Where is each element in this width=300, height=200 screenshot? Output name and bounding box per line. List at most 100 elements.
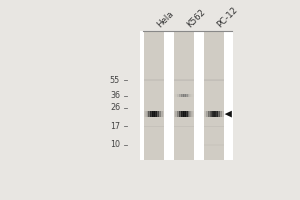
FancyBboxPatch shape [151,111,152,117]
FancyBboxPatch shape [181,111,182,117]
FancyBboxPatch shape [145,111,146,117]
FancyBboxPatch shape [218,111,219,117]
FancyBboxPatch shape [183,111,184,117]
FancyBboxPatch shape [149,111,150,117]
FancyBboxPatch shape [223,111,224,117]
FancyBboxPatch shape [148,111,149,117]
FancyBboxPatch shape [155,111,156,117]
FancyBboxPatch shape [213,111,214,117]
FancyBboxPatch shape [152,111,153,117]
FancyBboxPatch shape [187,111,188,117]
FancyBboxPatch shape [174,32,194,160]
FancyBboxPatch shape [189,111,190,117]
FancyBboxPatch shape [145,111,146,117]
FancyBboxPatch shape [180,94,181,97]
FancyBboxPatch shape [184,94,185,97]
FancyBboxPatch shape [190,94,191,97]
FancyBboxPatch shape [180,111,181,117]
FancyBboxPatch shape [204,144,224,146]
FancyBboxPatch shape [184,94,185,97]
FancyBboxPatch shape [190,111,191,117]
FancyBboxPatch shape [222,111,223,117]
FancyBboxPatch shape [204,126,224,127]
FancyBboxPatch shape [206,111,207,117]
Text: 26: 26 [110,103,120,112]
FancyBboxPatch shape [174,126,194,127]
FancyBboxPatch shape [211,111,212,117]
FancyBboxPatch shape [160,111,161,117]
FancyBboxPatch shape [214,111,215,117]
Text: Hela: Hela [155,9,175,29]
FancyBboxPatch shape [183,94,184,97]
FancyBboxPatch shape [186,111,187,117]
FancyBboxPatch shape [183,111,184,117]
FancyBboxPatch shape [178,94,179,97]
FancyBboxPatch shape [162,111,163,117]
FancyBboxPatch shape [182,94,183,97]
Text: K562: K562 [185,7,207,29]
FancyBboxPatch shape [215,111,216,117]
FancyBboxPatch shape [219,111,220,117]
FancyBboxPatch shape [179,94,180,97]
FancyBboxPatch shape [216,111,217,117]
FancyBboxPatch shape [188,94,189,97]
FancyBboxPatch shape [204,32,224,160]
FancyBboxPatch shape [177,94,178,97]
FancyBboxPatch shape [152,111,153,117]
FancyBboxPatch shape [184,111,185,117]
FancyBboxPatch shape [154,111,155,117]
FancyBboxPatch shape [179,111,180,117]
FancyBboxPatch shape [212,111,213,117]
Text: 17: 17 [110,122,120,131]
FancyBboxPatch shape [188,111,189,117]
FancyBboxPatch shape [207,111,208,117]
FancyBboxPatch shape [148,111,149,117]
FancyBboxPatch shape [160,111,161,117]
FancyBboxPatch shape [146,111,147,117]
FancyBboxPatch shape [192,111,193,117]
FancyBboxPatch shape [204,79,224,81]
FancyBboxPatch shape [187,94,188,97]
FancyBboxPatch shape [158,111,159,117]
FancyBboxPatch shape [205,111,206,117]
FancyBboxPatch shape [184,111,185,117]
FancyBboxPatch shape [181,94,182,97]
FancyBboxPatch shape [144,79,164,81]
FancyBboxPatch shape [208,111,209,117]
Text: 36: 36 [110,91,120,100]
FancyBboxPatch shape [220,111,221,117]
FancyBboxPatch shape [181,111,182,117]
FancyBboxPatch shape [158,111,159,117]
FancyBboxPatch shape [221,111,222,117]
FancyBboxPatch shape [161,111,162,117]
FancyBboxPatch shape [189,111,190,117]
FancyBboxPatch shape [187,111,188,117]
FancyBboxPatch shape [176,111,177,117]
FancyBboxPatch shape [157,111,158,117]
FancyBboxPatch shape [181,94,182,97]
FancyBboxPatch shape [190,111,191,117]
FancyBboxPatch shape [144,126,164,127]
FancyBboxPatch shape [147,111,148,117]
FancyBboxPatch shape [159,111,160,117]
FancyBboxPatch shape [177,111,178,117]
FancyBboxPatch shape [215,111,216,117]
FancyBboxPatch shape [146,111,147,117]
FancyBboxPatch shape [221,111,222,117]
FancyBboxPatch shape [156,111,157,117]
FancyBboxPatch shape [209,111,210,117]
Text: 10: 10 [110,140,120,149]
FancyBboxPatch shape [189,94,190,97]
FancyBboxPatch shape [177,94,178,97]
FancyBboxPatch shape [189,94,190,97]
Polygon shape [225,111,232,117]
FancyBboxPatch shape [144,32,164,160]
FancyBboxPatch shape [186,94,187,97]
FancyBboxPatch shape [187,94,188,97]
FancyBboxPatch shape [210,111,211,117]
FancyBboxPatch shape [183,94,184,97]
FancyBboxPatch shape [179,94,180,97]
FancyBboxPatch shape [177,111,178,117]
FancyBboxPatch shape [140,31,233,160]
FancyBboxPatch shape [182,111,183,117]
